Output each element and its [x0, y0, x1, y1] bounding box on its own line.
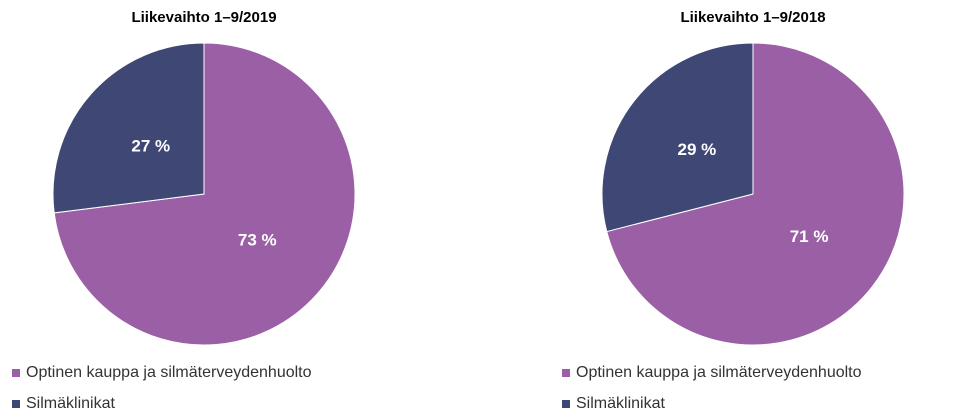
legend-swatch	[562, 400, 570, 408]
pie-slice	[52, 42, 205, 214]
legend-swatch	[12, 369, 20, 377]
chart-title: Liikevaihto 1–9/2018	[680, 9, 825, 26]
value-label: 29 %	[678, 140, 717, 159]
chart-title: Liikevaihto 1–9/2019	[131, 9, 276, 26]
legend-label: Silmäklinikat	[576, 395, 665, 412]
legend-swatch	[562, 369, 570, 377]
pie-slice	[601, 42, 754, 233]
legend-swatch	[12, 400, 20, 408]
pie-slice	[53, 42, 356, 346]
legend-label: Optinen kauppa ja silmäterveydenhuolto	[576, 364, 862, 381]
legend-label: Optinen kauppa ja silmäterveydenhuolto	[26, 364, 312, 381]
legend-label: Silmäklinikat	[26, 395, 115, 412]
value-label: 71 %	[790, 227, 829, 246]
pie-slice	[606, 42, 905, 346]
value-label: 27 %	[131, 137, 170, 156]
value-label: 73 %	[238, 230, 277, 249]
